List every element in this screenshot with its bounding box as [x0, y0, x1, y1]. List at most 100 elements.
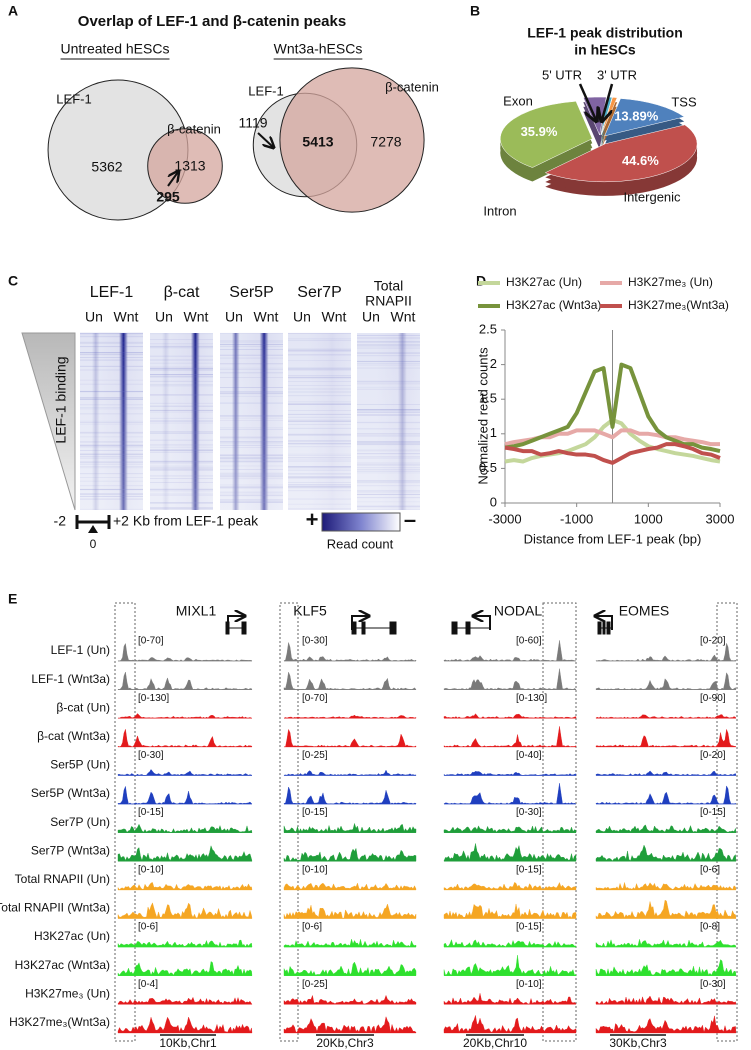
highlight-box — [542, 602, 577, 1042]
track-range: [0-30] — [138, 750, 164, 761]
condition-label: Wnt — [391, 309, 416, 325]
key-label: Read count — [327, 536, 394, 551]
signal-track — [443, 771, 577, 776]
track-label: Ser5P (Wnt3a) — [31, 786, 110, 800]
venn-set-label: β-catenin — [385, 79, 439, 94]
track-label: Total RNAPII (Wnt3a) — [0, 901, 110, 915]
scale-label: -2 — [54, 513, 67, 529]
column-header: Ser7P — [297, 284, 341, 301]
chart-title: LEF-1 peak distribution — [527, 25, 683, 41]
chart-title: Overlap of LEF-1 and β-catenin peaks — [78, 13, 346, 30]
venn-count: 5413 — [302, 134, 333, 150]
signal-track — [443, 783, 577, 805]
y-tick-label: 0.5 — [479, 460, 497, 475]
scale-label: 30Kb,Chr3 — [609, 1036, 667, 1050]
track-range: [0-6] — [138, 922, 158, 933]
condition-label: Un — [155, 309, 173, 325]
venn-set-label: LEF-1 — [248, 83, 283, 98]
venn-count: 295 — [156, 189, 180, 205]
signal-track — [443, 903, 577, 919]
signal-track — [443, 955, 577, 976]
track-label: LEF-1 (Wnt3a) — [31, 672, 110, 686]
column-header: β-cat — [164, 284, 200, 301]
venn-count: 5362 — [91, 159, 122, 175]
heatmap-fade — [80, 333, 143, 510]
track-range: [0-20] — [700, 636, 726, 647]
scale-label: 0 — [90, 537, 97, 551]
track-range: [0-10] — [516, 979, 542, 990]
venn-set-label: LEF-1 — [56, 91, 91, 106]
signal-track — [117, 642, 253, 662]
track-range: [0-30] — [516, 807, 542, 818]
key-high: + — [306, 507, 319, 532]
side-label: LEF-1 binding — [53, 356, 69, 443]
pie-slice — [500, 101, 593, 168]
track-range: [0-15] — [302, 807, 328, 818]
track-range: [0-30] — [700, 979, 726, 990]
scale-label: 20Kb,Chr3 — [316, 1036, 374, 1050]
track-range: [0-6] — [700, 864, 720, 875]
track-range: [0-60] — [516, 636, 542, 647]
signal-track — [443, 726, 577, 747]
signal-track — [595, 939, 737, 948]
signal-track — [595, 824, 737, 833]
signal-track — [283, 786, 417, 805]
gene-label: KLF5 — [293, 603, 327, 619]
track-label: H3K27me₃ (Un) — [25, 986, 110, 1000]
pie-category-label: Intron — [483, 203, 516, 218]
track-range: [0-15] — [138, 807, 164, 818]
venn-set-label: β-catenin — [167, 121, 221, 136]
venn-arrow — [167, 172, 178, 187]
track-label: LEF-1 (Un) — [51, 643, 110, 657]
pie-category-label: Exon — [503, 93, 533, 108]
pie-slice — [544, 124, 698, 183]
signal-track — [443, 881, 577, 890]
highlight-box — [114, 602, 136, 1042]
track-label: Ser5P (Un) — [50, 758, 110, 772]
signal-track — [443, 1015, 577, 1033]
track-range: [0-4] — [138, 979, 158, 990]
track-range: [0-10] — [138, 864, 164, 875]
signal-track — [117, 882, 253, 891]
track-label: H3K27me₃(Wnt3a) — [9, 1015, 110, 1029]
track-range: [0-40] — [516, 750, 542, 761]
series-line — [504, 442, 721, 465]
track-range: [0-6] — [302, 922, 322, 933]
binding-triangle — [21, 332, 76, 511]
track-label: β-cat (Un) — [56, 700, 110, 714]
panel-label: C — [8, 273, 18, 289]
venn-count: 7278 — [370, 134, 401, 150]
y-axis-label: Normalized read counts — [475, 347, 490, 485]
signal-track — [117, 713, 253, 719]
track-range: [0-130] — [138, 693, 169, 704]
track-range: [0-130] — [516, 693, 547, 704]
venn-count: 1119 — [238, 115, 267, 131]
legend-label: H3K27ac (Un) — [506, 275, 582, 289]
pie-value-label: 13.89% — [614, 109, 659, 124]
signal-track — [117, 996, 253, 1005]
gene-label: NODAL — [494, 603, 542, 619]
track-range: [0-25] — [302, 979, 328, 990]
venn-arrow — [257, 132, 273, 147]
x-tick-label: 3000 — [706, 511, 735, 526]
signal-track — [117, 671, 253, 690]
highlight-box — [716, 602, 738, 1042]
track-range: [0-15] — [700, 807, 726, 818]
scale-label: 10Kb,Chr1 — [159, 1036, 217, 1050]
track-range: [0-8] — [700, 922, 720, 933]
gene-models — [225, 616, 613, 635]
x-tick-label: 1000 — [634, 511, 663, 526]
signal-track — [595, 899, 737, 919]
legend-label: H3K27me₃ (Un) — [628, 275, 713, 289]
track-label: Ser7P (Un) — [50, 815, 110, 829]
panel-label: A — [8, 3, 18, 19]
signal-track — [443, 993, 577, 1005]
track-label: Total RNAPII (Un) — [15, 872, 110, 886]
legend-label: H3K27me₃(Wnt3a) — [628, 298, 729, 312]
panel-label: B — [470, 3, 480, 19]
signal-track — [595, 844, 737, 862]
signal-track — [283, 1016, 417, 1033]
condition-label: Un — [362, 309, 380, 325]
pie-arrow — [578, 83, 596, 120]
